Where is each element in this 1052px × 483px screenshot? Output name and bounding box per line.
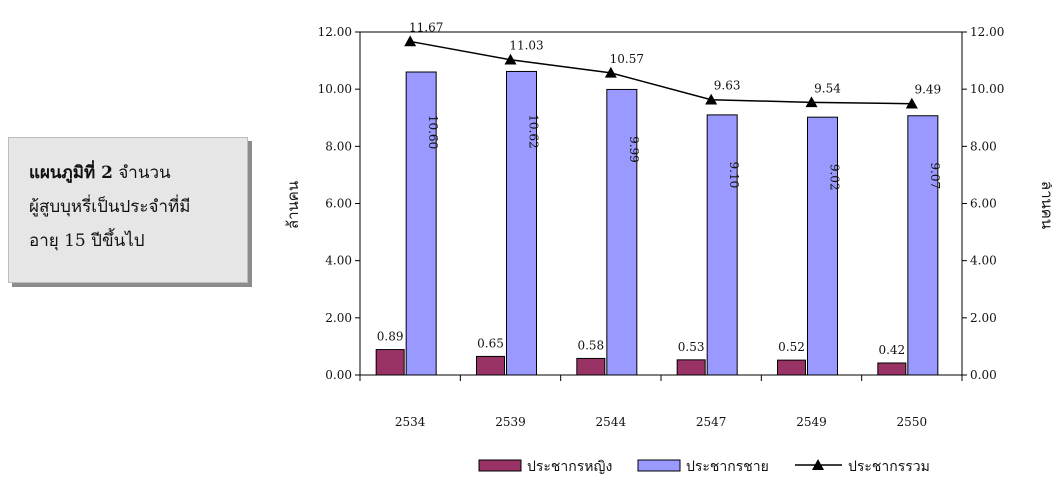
x-tick-label: 2539 [495, 415, 526, 429]
y-tick-label-left: 12.00 [318, 25, 352, 39]
legend: ประชากรหญิง ประชากรชาย ประชากรรวม [478, 459, 930, 475]
data-label-male: 9.99 [627, 136, 641, 163]
legend-swatch-male [637, 459, 681, 472]
caption-line-1: แผนภูมิที่ 2 จำนวน [29, 156, 237, 190]
bar-male [706, 114, 738, 376]
y-tick-label-right: 0.00 [970, 368, 997, 382]
bar-female [576, 357, 606, 376]
y-tick-label-left: 2.00 [325, 311, 352, 325]
caption-title-rest: จำนวน [118, 163, 171, 183]
caption-line-3: อายุ 15 ปีขึ้นไป [29, 231, 145, 251]
data-label-total: 9.54 [814, 81, 841, 95]
x-tick-label: 2547 [696, 415, 727, 429]
legend-label-total: ประชากรรวม [848, 459, 930, 475]
data-label-female: 0.53 [678, 340, 705, 354]
x-tick-label: 2550 [897, 415, 928, 429]
data-label-total: 9.63 [714, 79, 741, 93]
marker-total [404, 35, 417, 47]
y-axis-title-right: ล้านคน [1038, 181, 1052, 229]
x-tick-label: 2544 [596, 415, 627, 429]
data-label-male: 10.60 [426, 115, 440, 149]
bars [375, 70, 939, 376]
bar-female [476, 355, 505, 376]
marker-total [504, 53, 517, 65]
legend-label-male: ประชากรชาย [686, 459, 769, 475]
y-tick-label-right: 4.00 [970, 254, 997, 268]
data-label-female: 0.42 [878, 343, 905, 357]
bar-male [405, 71, 437, 376]
data-label-total: 9.49 [914, 83, 941, 97]
data-label-total: 11.67 [409, 20, 443, 34]
y-tick-label-left: 4.00 [325, 254, 352, 268]
data-label-female: 0.65 [477, 336, 504, 350]
marker-total [805, 96, 818, 108]
marker-total [705, 93, 718, 105]
y-tick-label-right: 10.00 [970, 82, 1004, 96]
bar-female [877, 362, 907, 376]
plot-frame [359, 31, 963, 376]
y-tick-label-left: 10.00 [318, 82, 352, 96]
y-tick-label-right: 2.00 [970, 311, 997, 325]
legend-marker-total [812, 459, 824, 470]
bar-male [907, 115, 939, 376]
data-label-total: 11.03 [509, 39, 543, 53]
y-tick-label-right: 8.00 [970, 139, 997, 153]
bar-male [807, 116, 838, 376]
data-label-male: 9.02 [828, 164, 842, 191]
y-tick-label-right: 6.00 [970, 197, 997, 211]
data-label-male: 9.10 [727, 162, 741, 189]
bar-male [506, 70, 537, 376]
chart-caption-box: แผนภูมิที่ 2 จำนวน ผู้สูบบุหรี่เป็นประจำ… [8, 137, 248, 283]
marker-total [604, 66, 617, 78]
axes: 0.00 0.00 2.00 2.00 4.00 4.00 6.00 6.00 8.00 8.00… [284, 25, 1052, 429]
data-label-total: 10.57 [610, 52, 644, 66]
y-tick-label-right: 12.00 [970, 25, 1004, 39]
x-tick-label: 2534 [395, 415, 426, 429]
data-labels: 0.89 10.60 0.65 10.62 0.58 9.99 0.53 9.10 0.52 9.… [377, 20, 942, 357]
data-label-female: 0.52 [778, 340, 805, 354]
y-tick-label-left: 6.00 [325, 197, 352, 211]
y-axis-title-left: ล้านคน [284, 181, 302, 229]
legend-label-female: ประชากรหญิง [527, 459, 612, 475]
y-tick-label-left: 0.00 [325, 368, 352, 382]
data-label-female: 0.58 [577, 338, 604, 352]
bar-male [606, 88, 638, 376]
data-label-male: 9.07 [928, 162, 942, 189]
marker-total [905, 97, 918, 109]
line-total [410, 40, 912, 105]
plot-area [359, 31, 963, 376]
bar-female [676, 359, 706, 376]
caption-title: แผนภูมิที่ 2 [29, 163, 113, 183]
bar-female [777, 359, 806, 376]
x-tick-label: 2549 [796, 415, 827, 429]
legend-swatch-female [478, 459, 522, 472]
caption-line-2: ผู้สูบบุหรี่เป็นประจำที่มี [29, 197, 191, 217]
y-tick-label-left: 8.00 [325, 139, 352, 153]
data-label-male: 10.62 [527, 114, 541, 148]
bar-female [375, 349, 405, 376]
data-label-female: 0.89 [377, 330, 404, 344]
total-line [404, 35, 918, 109]
